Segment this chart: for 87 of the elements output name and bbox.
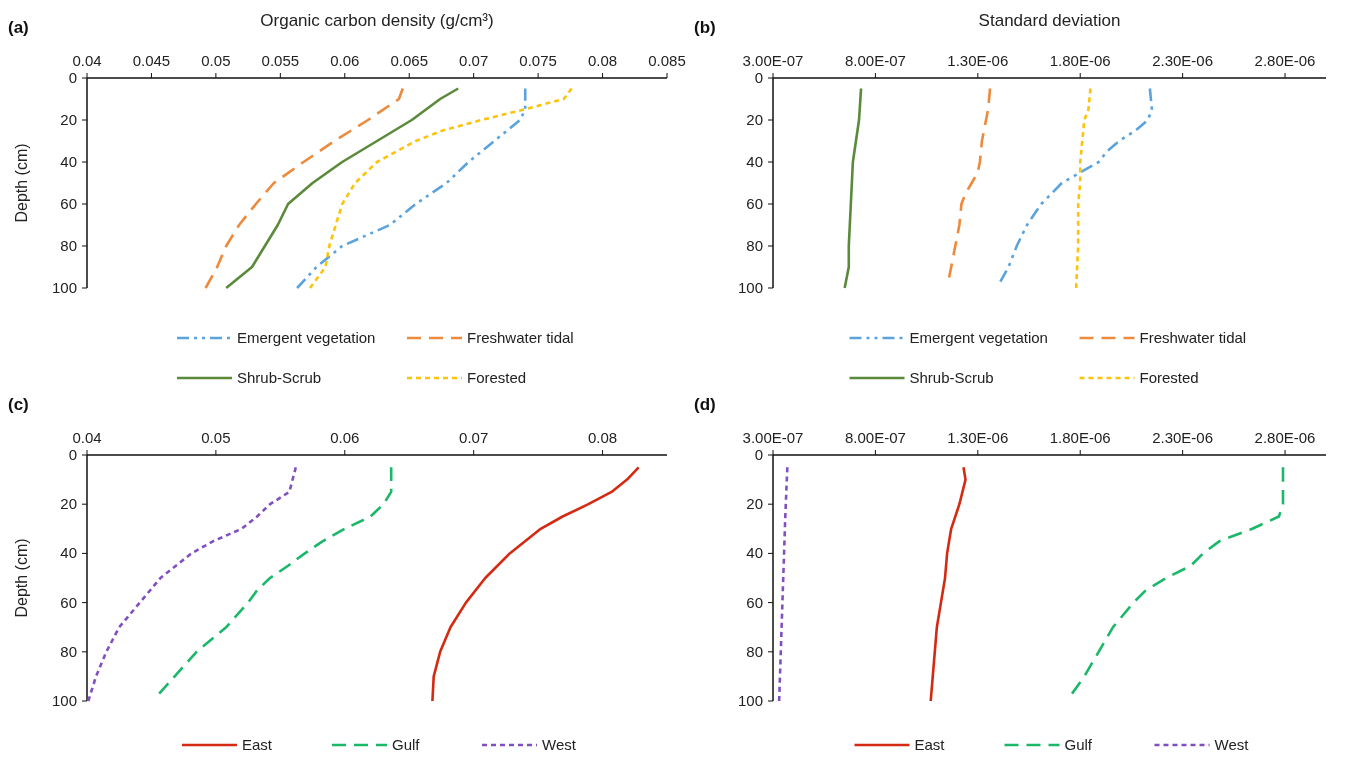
x-tick-label: 0.07 xyxy=(459,52,489,69)
legend-label: Shrub-Scrub xyxy=(909,369,994,386)
legend-label: East xyxy=(242,736,273,753)
x-tick-label: 1.30E-06 xyxy=(947,52,1009,69)
y-tick-label: 0 xyxy=(68,446,77,463)
y-tick-label: 40 xyxy=(746,153,763,170)
x-tick-label: 8.00E-07 xyxy=(844,52,906,69)
x-tick-label: 0.06 xyxy=(330,52,360,69)
y-tick-label: 20 xyxy=(746,111,763,128)
y-tick-label: 100 xyxy=(737,279,763,296)
line-series xyxy=(157,466,393,695)
y-tick-label: 100 xyxy=(51,279,77,296)
y-tick-label: 40 xyxy=(746,544,763,562)
line-series xyxy=(86,466,298,703)
x-tick-label: 1.80E-06 xyxy=(1049,429,1111,446)
line-series xyxy=(295,87,527,290)
y-tick-label: 20 xyxy=(60,111,77,128)
chart-title: (a) xyxy=(8,18,29,37)
x-tick-label: 0.05 xyxy=(201,52,231,69)
y-tick-label: 40 xyxy=(60,544,77,562)
line-series xyxy=(947,87,992,279)
y-tick-label: 60 xyxy=(746,593,763,611)
line-series xyxy=(1070,466,1285,695)
x-tick-label: 3.00E-07 xyxy=(742,429,804,446)
x-tick-label: 2.80E-06 xyxy=(1254,52,1316,69)
x-tick-label: 3.00E-07 xyxy=(742,52,804,69)
legend-label: West xyxy=(1214,736,1250,753)
line-series xyxy=(843,87,863,290)
x-tick-label: 0.08 xyxy=(587,52,618,69)
chart-title: (c) xyxy=(8,395,29,414)
legend-label: Gulf xyxy=(1064,736,1093,753)
y-tick-label: 0 xyxy=(68,69,77,86)
legend-label: Shrub-Scrub xyxy=(237,369,322,386)
y-tick-label: 60 xyxy=(60,195,77,212)
legend-label: Freshwater tidal xyxy=(467,329,574,346)
y-axis-title: Depth (cm) xyxy=(13,538,30,618)
chart-title: (b) xyxy=(694,18,716,37)
x-tick-label: 0.085 xyxy=(648,52,686,69)
y-tick-label: 60 xyxy=(746,195,763,212)
x-tick-label: 8.00E-07 xyxy=(844,429,906,446)
line-series xyxy=(204,87,405,290)
x-tick-label: 2.80E-06 xyxy=(1254,429,1316,446)
x-tick-label: 1.80E-06 xyxy=(1049,52,1111,69)
legend-label: Gulf xyxy=(392,736,421,753)
line-series xyxy=(1074,87,1092,290)
line-series xyxy=(777,466,789,703)
y-tick-label: 20 xyxy=(746,495,763,513)
line-series xyxy=(308,87,573,290)
x-tick-label: 0.075 xyxy=(519,52,557,69)
legend-label: East xyxy=(914,736,946,753)
x-tick-label: 0.07 xyxy=(459,429,489,446)
x-axis-title: Standard deviation xyxy=(978,11,1121,30)
x-tick-label: 1.30E-06 xyxy=(947,429,1009,446)
x-tick-label: 0.04 xyxy=(72,52,102,69)
legend-label: Emergent vegetation xyxy=(909,329,1048,346)
legend-label: Forested xyxy=(467,369,527,386)
y-tick-label: 60 xyxy=(60,593,77,611)
y-tick-label: 20 xyxy=(60,495,77,513)
y-tick-label: 40 xyxy=(60,153,77,170)
legend-label: Freshwater tidal xyxy=(1139,329,1247,346)
y-axis-title: Depth (cm) xyxy=(13,143,30,223)
x-tick-label: 0.04 xyxy=(72,429,102,446)
y-tick-label: 0 xyxy=(754,69,763,86)
y-tick-label: 0 xyxy=(754,446,763,463)
y-tick-label: 100 xyxy=(737,692,763,709)
legend-label: West xyxy=(542,736,577,753)
y-tick-label: 80 xyxy=(60,237,77,254)
y-tick-label: 80 xyxy=(60,642,77,660)
x-tick-label: 2.30E-06 xyxy=(1152,52,1214,69)
legend-label: Emergent vegetation xyxy=(237,329,376,346)
x-tick-label: 0.08 xyxy=(587,429,618,446)
x-tick-label: 0.05 xyxy=(201,429,231,446)
x-tick-label: 2.30E-06 xyxy=(1152,429,1214,446)
y-tick-label: 100 xyxy=(51,692,77,709)
y-tick-label: 80 xyxy=(746,237,763,254)
x-tick-label: 0.045 xyxy=(132,52,171,69)
line-series xyxy=(431,466,640,703)
x-tick-label: 0.065 xyxy=(390,52,428,69)
x-tick-label: 0.06 xyxy=(330,429,360,446)
x-tick-label: 0.055 xyxy=(261,52,300,69)
line-series xyxy=(929,466,967,703)
line-series xyxy=(999,87,1154,283)
x-axis-title: Organic carbon density (g/cm³) xyxy=(260,11,494,30)
legend-label: Forested xyxy=(1139,369,1199,386)
line-series xyxy=(224,87,460,290)
y-tick-label: 80 xyxy=(746,642,763,660)
chart-title: (d) xyxy=(694,395,716,414)
